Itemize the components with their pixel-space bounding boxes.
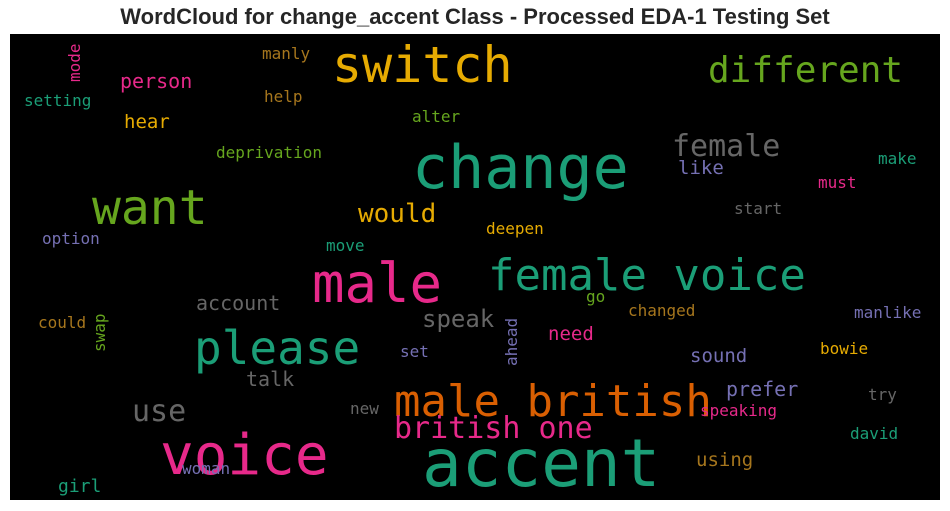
word-hear: hear [124,111,170,133]
word-mode: mode [65,43,84,82]
word-new: new [350,399,379,418]
word-make: make [878,149,917,168]
word-person: person [120,69,192,93]
word-deprivation: deprivation [216,143,322,162]
word-david: david [850,424,898,443]
word-would: would [358,199,436,229]
word-switch: switch [332,36,513,94]
word-sound: sound [690,345,747,367]
word-voice: voice [160,423,329,488]
word-speak: speak [422,305,495,333]
chart-title: WordCloud for change_accent Class - Proc… [120,4,830,29]
word-speaking: speaking [700,401,777,420]
word-account: account [196,291,280,315]
word-talk: talk [246,367,294,391]
word-prefer: prefer [726,377,798,401]
word-start: start [734,199,782,218]
word-female: female [672,129,780,164]
word-set: set [400,342,429,361]
word-want: want [92,180,208,236]
word-male: male [312,252,442,315]
word-try: try [868,385,897,404]
word-female-voice: female voice [488,250,806,301]
word-must: must [818,173,857,192]
word-use: use [132,394,186,429]
word-manlike: manlike [854,303,921,322]
word-swap: swap [90,313,109,352]
word-please: please [194,321,360,375]
word-help: help [264,87,303,106]
word-like: like [678,157,724,179]
word-ahead: ahead [502,318,521,366]
wordcloud-canvas: accent change voice male female voice male br… [10,34,940,500]
word-british-one: british one [394,411,593,446]
word-could: could [38,313,86,332]
word-move: move [326,236,365,255]
word-need: need [548,323,594,345]
word-deepen: deepen [486,219,544,238]
word-go: go [586,287,605,306]
word-woman: woman [182,459,230,478]
word-option: option [42,229,100,248]
word-change: change [412,133,629,203]
word-manly: manly [262,44,311,63]
word-girl: girl [58,476,101,497]
word-alter: alter [412,107,461,126]
word-using: using [696,449,753,471]
wordcloud-svg: accent change voice male female voice male br… [24,36,921,500]
word-different: different [708,50,903,91]
word-changed: changed [628,301,695,320]
word-accent: accent [422,425,660,500]
word-male-british: male british [394,376,712,427]
word-setting: setting [24,91,91,110]
word-bowie: bowie [820,339,868,358]
